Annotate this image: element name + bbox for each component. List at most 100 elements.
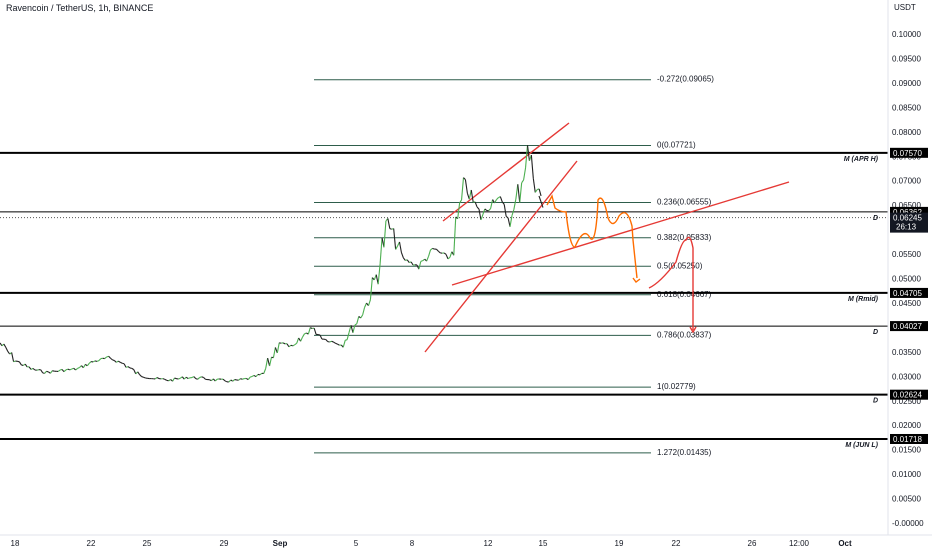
price-segment xyxy=(511,209,515,216)
price-segment xyxy=(104,356,108,359)
price-segment xyxy=(503,204,507,217)
price-segment xyxy=(286,343,290,348)
level-price-box xyxy=(890,287,928,298)
y-tick-label: 0.01000 xyxy=(892,470,921,479)
price-segment xyxy=(154,377,158,380)
price-segment xyxy=(505,215,509,219)
price-segment xyxy=(428,249,432,257)
price-segment xyxy=(13,360,16,363)
price-segment xyxy=(251,374,255,377)
price-segment xyxy=(459,199,463,204)
fib-level-label: 1.272(0.01435) xyxy=(657,448,712,457)
price-segment xyxy=(346,332,350,340)
price-segment xyxy=(517,184,521,203)
price-segment xyxy=(133,369,137,375)
level-price-box xyxy=(890,433,928,444)
price-segment xyxy=(354,323,358,326)
countdown-label: 26:13 xyxy=(896,223,917,232)
price-segment xyxy=(259,372,263,376)
price-segment xyxy=(30,367,34,370)
price-segment xyxy=(350,325,354,333)
price-segment xyxy=(468,189,472,200)
level-price-box xyxy=(890,389,928,400)
level-tag: M (Rmid) xyxy=(848,296,879,303)
level-price-label: 0.01718 xyxy=(893,435,922,444)
price-segment xyxy=(222,378,226,382)
price-segment xyxy=(325,339,329,343)
price-segment xyxy=(82,364,86,369)
time-axis[interactable]: 18 22 25 29 Sep 5 8 12 15 19 22 26 12:00 Oct xyxy=(0,534,932,548)
price-segment xyxy=(282,342,286,345)
price-segment xyxy=(515,184,519,200)
price-segment xyxy=(402,257,406,261)
chart-title: Ravencoin / TetherUS, 1h, BINANCE xyxy=(6,3,154,13)
price-segment xyxy=(418,261,422,270)
price-segment xyxy=(406,259,410,263)
x-tick-label: 25 xyxy=(143,539,152,548)
price-segment xyxy=(523,167,527,181)
fib-level-label: 0.786(0.03837) xyxy=(657,330,712,339)
price-segment xyxy=(499,196,503,203)
price-segment xyxy=(507,217,511,227)
price-segment xyxy=(224,380,228,383)
price-segment xyxy=(141,376,144,378)
price-segment xyxy=(447,256,451,260)
price-segment xyxy=(377,263,381,285)
price-segment xyxy=(509,215,513,227)
price-segment xyxy=(114,360,117,363)
y-tick-label: 0.08000 xyxy=(892,128,921,137)
price-segment xyxy=(317,333,321,336)
x-tick-label: 5 xyxy=(354,539,359,548)
price-segment xyxy=(69,368,72,371)
price-segment xyxy=(94,360,98,362)
price-segment xyxy=(294,342,298,346)
price-segment xyxy=(307,327,311,335)
level-price-label: 0.04705 xyxy=(893,289,922,298)
level-price-box xyxy=(890,147,928,158)
price-segment xyxy=(356,316,360,324)
fib-retracement: -0.272(0.09065) 0(0.07721) 0.236(0.06555) 0… xyxy=(314,75,714,457)
price-segment xyxy=(310,327,313,329)
price-segment xyxy=(247,376,251,380)
price-segment xyxy=(538,188,542,197)
price-segment xyxy=(164,378,168,381)
level-tag: M (JUN L) xyxy=(845,442,878,449)
price-segment xyxy=(139,374,142,377)
price-segment xyxy=(410,261,414,266)
price-segment xyxy=(18,361,22,366)
price-segment xyxy=(98,358,102,362)
price-segment xyxy=(387,218,391,229)
price-axis[interactable]: 0.10000 0.09500 0.09000 0.08500 0.08000 0.075… xyxy=(887,0,924,535)
price-segment xyxy=(422,258,426,262)
price-segment xyxy=(496,197,499,201)
price-segment xyxy=(348,325,352,333)
price-segment xyxy=(398,241,402,253)
price-segment xyxy=(42,372,45,374)
fib-level-label: 0.236(0.06555) xyxy=(657,197,712,206)
price-segment xyxy=(488,208,492,212)
price-segment xyxy=(521,179,525,184)
price-segment xyxy=(464,179,468,194)
price-segment xyxy=(420,260,423,262)
price-segment xyxy=(183,376,187,380)
price-segment xyxy=(329,340,332,343)
price-segment xyxy=(269,357,273,367)
y-tick-label: 0.09500 xyxy=(892,54,921,63)
price-segment xyxy=(59,368,63,371)
price-segment xyxy=(352,324,356,333)
level-price-box xyxy=(890,206,928,217)
price-segment xyxy=(92,360,96,363)
price-segment xyxy=(265,357,269,369)
price-segment xyxy=(197,377,201,380)
price-segment xyxy=(49,370,53,374)
price-segment xyxy=(470,189,474,203)
price-segment xyxy=(532,178,536,193)
price-segment xyxy=(73,367,76,371)
price-segment xyxy=(48,371,51,374)
price-segment xyxy=(17,360,20,363)
level-tag: D xyxy=(873,215,878,222)
price-segment xyxy=(187,377,191,380)
price-segment xyxy=(430,247,433,251)
price-segment xyxy=(185,376,189,379)
